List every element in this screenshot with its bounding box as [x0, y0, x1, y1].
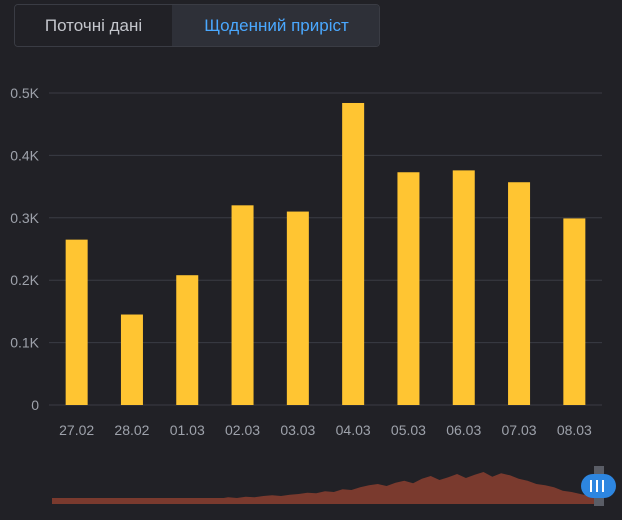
tab-daily-increase[interactable]: Щоденний приріст	[172, 5, 379, 46]
navigator-baseline	[52, 498, 598, 504]
bar-03.03[interactable]	[286, 211, 309, 405]
y-tick-label: 0	[31, 397, 39, 413]
y-tick-label: 0.3K	[10, 210, 39, 226]
y-tick-label: 0.5K	[10, 85, 39, 101]
tab-current-data[interactable]: Поточні дані	[15, 5, 172, 46]
x-tick-label: 03.03	[280, 422, 315, 438]
view-tabs: Поточні дані Щоденний приріст	[14, 4, 380, 47]
y-tick-label: 0.4K	[10, 147, 39, 163]
y-tick-label: 0.2K	[10, 272, 39, 288]
navigator-series-area	[52, 472, 598, 504]
x-tick-label: 05.03	[391, 422, 426, 438]
range-handle-icon[interactable]	[581, 474, 616, 498]
bar-01.03[interactable]	[176, 275, 199, 405]
bar-02.03[interactable]	[231, 205, 254, 405]
bar-07.03[interactable]	[508, 182, 531, 405]
x-tick-label: 28.02	[114, 422, 149, 438]
bar-27.02[interactable]	[65, 239, 88, 405]
x-tick-label: 07.03	[502, 422, 537, 438]
x-tick-label: 02.03	[225, 422, 260, 438]
x-tick-label: 04.03	[336, 422, 371, 438]
x-tick-label: 08.03	[557, 422, 592, 438]
bar-05.03[interactable]	[397, 172, 420, 405]
x-tick-label: 01.03	[170, 422, 205, 438]
bar-06.03[interactable]	[452, 170, 475, 405]
x-tick-label: 27.02	[59, 422, 94, 438]
daily-increase-bar-chart: 0 0.1K 0.2K 0.3K 0.4K 0.5K 27.02 28.02 01.03 02.0…	[10, 85, 602, 438]
y-tick-label: 0.1K	[10, 335, 39, 351]
range-navigator[interactable]	[0, 460, 622, 520]
x-tick-label: 06.03	[446, 422, 481, 438]
bar-28.02[interactable]	[120, 314, 143, 405]
bar-08.03[interactable]	[563, 218, 586, 405]
bar-04.03[interactable]	[342, 102, 365, 405]
